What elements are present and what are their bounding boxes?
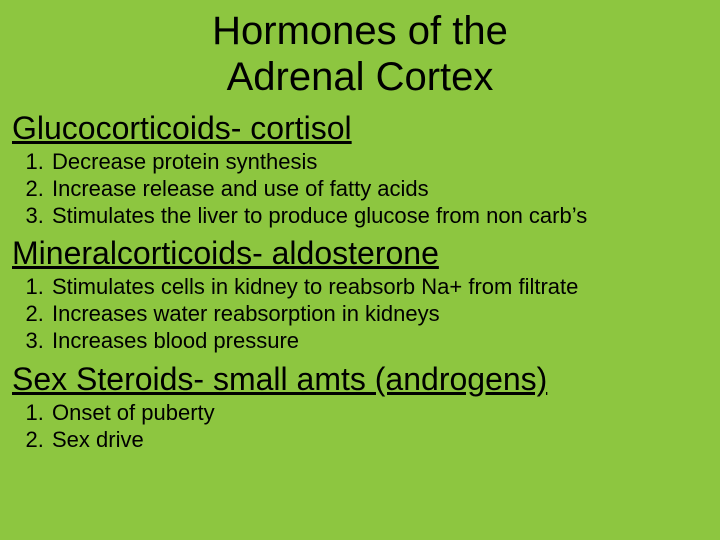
section-list-0: Decrease protein synthesis Increase rele… [12,149,708,229]
list-item: Increases water reabsorption in kidneys [50,301,708,328]
section-list-1: Stimulates cells in kidney to reabsorb N… [12,274,708,354]
title-line-1: Hormones of the [212,9,508,53]
list-item: Decrease protein synthesis [50,149,708,176]
list-item: Sex drive [50,427,708,454]
section-heading-0: Glucocorticoids- cortisol [12,110,708,147]
slide-title: Hormones of the Adrenal Cortex [12,8,708,100]
list-item: Increases blood pressure [50,328,708,355]
list-item: Stimulates cells in kidney to reabsorb N… [50,274,708,301]
list-item: Onset of puberty [50,400,708,427]
section-heading-1: Mineralcorticoids- aldosterone [12,235,708,272]
list-item: Stimulates the liver to produce glucose … [50,203,708,230]
list-item: Increase release and use of fatty acids [50,176,708,203]
section-list-2: Onset of puberty Sex drive [12,400,708,454]
title-line-2: Adrenal Cortex [227,55,494,99]
section-heading-2: Sex Steroids- small amts (androgens) [12,361,708,398]
